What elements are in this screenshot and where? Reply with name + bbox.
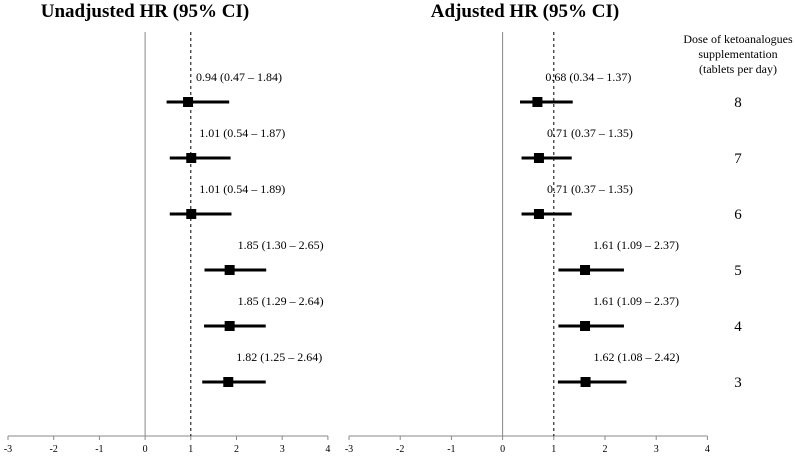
unadjusted-panel-title: Unadjusted HR (95% CI) <box>41 1 250 22</box>
adjusted-estimate-label: 0.68 (0.34 – 1.37) <box>545 70 631 84</box>
unadjusted-estimate-label: 0.94 (0.47 – 1.84) <box>196 70 282 84</box>
adjusted-hr-panel: -3 -2 -1 0 1 2 3 4 0.68 (0.34 – 1.37) 0.71 (0.37 … <box>345 32 710 455</box>
unadjusted-estimate-label: 1.85 (1.30 – 2.65) <box>238 238 324 252</box>
unadjusted-x-tick-label: 1 <box>188 444 193 455</box>
unadjusted-hr-point <box>225 265 235 275</box>
dose-label: 6 <box>734 207 742 223</box>
adjusted-x-tick-label: -3 <box>345 444 353 455</box>
unadjusted-estimate-label: 1.85 (1.29 – 2.64) <box>238 294 324 308</box>
unadjusted-estimate-label: 1.01 (0.54 – 1.87) <box>199 126 285 140</box>
adjusted-x-tick-label: 4 <box>705 444 710 455</box>
unadjusted-x-tick-label: -1 <box>95 444 103 455</box>
adjusted-x-tick-label: 2 <box>603 444 608 455</box>
unadjusted-x-tick-label: 0 <box>143 444 148 455</box>
unadjusted-hr-point <box>186 209 196 219</box>
adjusted-estimate-label: 0.71 (0.37 – 1.35) <box>547 182 633 196</box>
unadjusted-hr-point <box>223 377 233 387</box>
dose-label: 5 <box>734 263 742 279</box>
adjusted-x-tick-label: -2 <box>396 444 404 455</box>
adjusted-hr-point <box>580 321 590 331</box>
dose-column-title-line-2: supplementation <box>698 47 777 61</box>
dose-label: 7 <box>734 151 742 167</box>
adjusted-hr-point <box>532 97 542 107</box>
dose-column-title-line-1: Dose of ketoanalogues <box>683 32 793 46</box>
unadjusted-estimate-label: 1.01 (0.54 – 1.89) <box>199 182 285 196</box>
dose-label: 8 <box>734 95 742 111</box>
dose-labels: 8 7 6 5 4 3 <box>734 95 742 391</box>
unadjusted-hr-point <box>186 153 196 163</box>
unadjusted-hr-panel: -3 -2 -1 0 1 2 3 4 0.94 (0.47 – 1.84) 1.01 (0.54 … <box>4 32 331 455</box>
adjusted-x-tick-label: -1 <box>447 444 455 455</box>
adjusted-estimate-label: 1.62 (1.08 – 2.42) <box>594 350 680 364</box>
unadjusted-estimate-label: 1.82 (1.25 – 2.64) <box>236 350 322 364</box>
unadjusted-hr-point <box>225 321 235 331</box>
adjusted-hr-point <box>534 153 544 163</box>
adjusted-estimate-label: 1.61 (1.09 – 2.37) <box>593 294 679 308</box>
unadjusted-x-tick-label: -2 <box>50 444 58 455</box>
adjusted-hr-point <box>580 265 590 275</box>
adjusted-hr-point <box>581 377 591 387</box>
unadjusted-x-tick-label: 4 <box>325 444 330 455</box>
adjusted-panel-title: Adjusted HR (95% CI) <box>431 1 619 22</box>
adjusted-x-tick-label: 0 <box>500 444 505 455</box>
adjusted-x-tick-label: 1 <box>551 444 556 455</box>
unadjusted-x-tick-label: 2 <box>234 444 239 455</box>
dose-label: 4 <box>734 319 742 335</box>
dose-column-title-line-3: (tablets per day) <box>699 62 777 76</box>
adjusted-hr-point <box>534 209 544 219</box>
unadjusted-x-tick-label: 3 <box>280 444 285 455</box>
adjusted-x-tick-label: 3 <box>654 444 659 455</box>
unadjusted-x-tick-label: -3 <box>4 444 12 455</box>
dose-label: 3 <box>734 375 742 391</box>
unadjusted-hr-point <box>183 97 193 107</box>
adjusted-estimate-label: 1.61 (1.09 – 2.37) <box>593 238 679 252</box>
adjusted-estimate-label: 0.71 (0.37 – 1.35) <box>547 126 633 140</box>
